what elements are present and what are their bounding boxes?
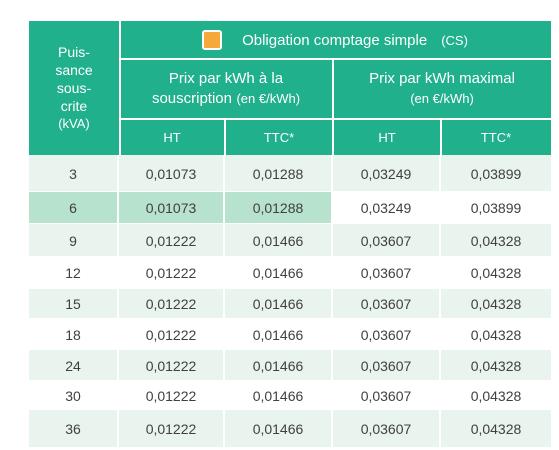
leaf-header-ttc-2: TTC*	[480, 129, 512, 145]
table-cell-puissance: 9	[29, 224, 119, 257]
leaf-header-ht-2: HT	[378, 129, 396, 145]
row-divider	[29, 288, 551, 289]
table-cell-souscription-ttc: 0,01466	[225, 257, 333, 289]
table-cell-puissance: 30	[29, 381, 119, 410]
group-suffix: (CS)	[441, 32, 468, 48]
header-puissance-unit: (kVA)	[58, 116, 90, 131]
table-row	[29, 319, 551, 350]
row-divider	[29, 349, 551, 350]
divider	[119, 58, 551, 60]
divider	[440, 119, 442, 155]
group-title: Obligation comptage simple	[242, 31, 428, 49]
table-cell-maximal-ht: 0,03249	[333, 192, 441, 224]
table-cell-puissance: 18	[29, 319, 119, 350]
table-cell-souscription-ht: 0,01222	[119, 381, 225, 410]
table-cell-maximal-ht: 0,03249	[333, 155, 441, 192]
table-cell-souscription-ttc: 0,01466	[225, 224, 333, 257]
row-divider	[29, 223, 551, 224]
legend-swatch	[202, 30, 223, 50]
row-divider	[29, 409, 551, 410]
table-cell-maximal-ht: 0,03607	[333, 224, 441, 257]
table-cell-maximal-ttc: 0,04328	[470, 265, 522, 281]
group-header: Obligation comptage simple (CS)	[119, 21, 551, 59]
table-header	[29, 21, 551, 155]
row-divider	[29, 191, 551, 192]
subheader-maximal-unit: (en €/kWh)	[410, 91, 474, 106]
table-row	[29, 381, 551, 410]
leaf-header-ht-1: HT	[163, 129, 181, 145]
table-cell-maximal-ttc: 0,04328	[441, 350, 551, 381]
table-cell-maximal-ttc: 0,03899	[470, 200, 522, 216]
table-cell-maximal-ht: 0,03607	[333, 257, 441, 289]
table-cell-maximal-ht: 0,03607	[333, 319, 441, 350]
table-cell-souscription-ttc: 0,01288	[225, 192, 333, 224]
table-row	[29, 257, 551, 289]
table-cell-puissance: 15	[29, 289, 119, 319]
table-cell-souscription-ttc: 0,01466	[225, 350, 333, 381]
subheader-souscription: Prix par kWh à la souscription (en €/kWh…	[119, 59, 333, 119]
table-cell-souscription-ttc: 0,01466	[225, 381, 333, 410]
table-cell-maximal-ttc: 0,04328	[470, 326, 522, 343]
divider	[119, 21, 121, 155]
table-cell-maximal-ttc: 0,03899	[441, 155, 551, 192]
table-cell-puissance: 12	[29, 257, 119, 289]
table-cell-souscription-ttc: 0,01466	[225, 410, 333, 448]
table-cell-maximal-ttc: 0,04328	[441, 224, 551, 257]
table-cell-puissance: 24	[29, 350, 119, 381]
table-cell-maximal-ttc: 0,04328	[441, 410, 551, 448]
row-divider	[29, 318, 551, 319]
header-puissance-line4: crite	[60, 98, 88, 114]
table-cell-souscription-ht: 0,01222	[119, 257, 225, 289]
table-cell-souscription-ht: 0,01222	[119, 289, 225, 319]
row-divider	[29, 380, 551, 381]
table-cell-maximal-ht: 0,03607	[333, 350, 441, 381]
row-divider	[29, 447, 551, 448]
subheader-maximal: Prix par kWh maximal (en €/kWh)	[333, 59, 551, 119]
table-cell-souscription-ht: 0,01222	[119, 410, 225, 448]
header-puissance-line1: Puis-	[58, 44, 90, 60]
table-cell-maximal-ttc: 0,04328	[441, 289, 551, 319]
table-cell-souscription-ttc: 0,01466	[225, 319, 333, 350]
table-cell-souscription-ttc: 0,01288	[225, 155, 333, 192]
table-cell-maximal-ht: 0,03607	[333, 410, 441, 448]
table-cell-maximal-ttc: 0,04328	[470, 387, 522, 404]
table-cell-maximal-ht: 0,03607	[333, 289, 441, 319]
table-cell-souscription-ht: 0,01073	[119, 155, 225, 192]
leaf-header-ttc-1: TTC*	[263, 129, 295, 145]
divider	[332, 59, 334, 155]
table-cell-souscription-ttc: 0,01466	[225, 289, 333, 319]
table-cell-souscription-ht: 0,01073	[119, 192, 225, 224]
header-puissance-line2: sance	[55, 62, 93, 78]
subheader-souscription-line2: souscription	[151, 90, 232, 107]
header-puissance: Puis- sance sous- crite (kVA)	[29, 21, 119, 155]
table-cell-puissance: 3	[29, 155, 119, 192]
divider	[224, 119, 226, 155]
table-cell-souscription-ht: 0,01222	[119, 224, 225, 257]
table-cell-puissance: 6	[29, 192, 119, 224]
table-cell-souscription-ht: 0,01222	[119, 350, 225, 381]
subheader-maximal-line1: Prix par kWh maximal	[369, 70, 515, 87]
table-cell-souscription-ht: 0,01222	[119, 319, 225, 350]
table-cell-puissance: 36	[29, 410, 119, 448]
subheader-souscription-unit: (en €/kWh)	[236, 91, 301, 106]
header-puissance-line3: sous-	[56, 80, 92, 96]
table-cell-maximal-ht: 0,03607	[333, 381, 441, 410]
divider	[119, 118, 551, 120]
row-divider	[29, 256, 551, 257]
subheader-souscription-line1: Prix par kWh à la	[168, 70, 284, 87]
